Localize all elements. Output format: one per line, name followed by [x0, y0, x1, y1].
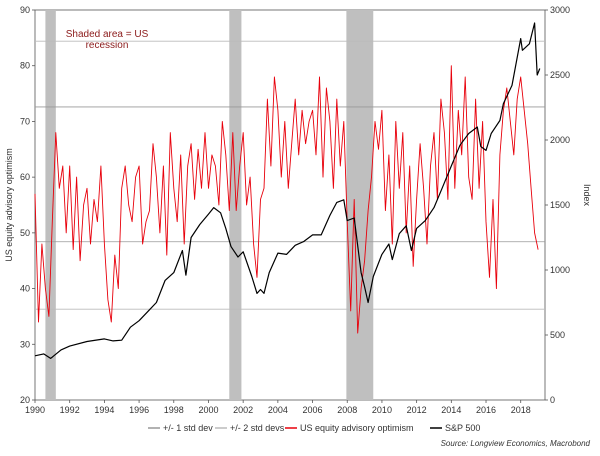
x-tick-label-14: 2018 — [511, 405, 531, 415]
right-axis-title: Index — [582, 184, 592, 207]
y-left-tick-label-4: 60 — [20, 172, 30, 182]
y-right-tick-label-1: 500 — [550, 330, 565, 340]
y-right-tick-label-0: 0 — [550, 395, 555, 405]
x-tick-label-13: 2016 — [476, 405, 496, 415]
x-axis: 1990 1992 1994 1996 1998 2000 2002 2004 2006 2008… — [25, 400, 531, 415]
legend-label-optimism: US equity advisory optimism — [300, 423, 414, 433]
y-left-tick-label-6: 80 — [20, 61, 30, 71]
y-right-tick-label-6: 3000 — [550, 5, 570, 15]
y-right-tick-label-5: 2500 — [550, 70, 570, 80]
annotation-line-2: recession — [86, 40, 129, 51]
annotation-line-1: Shaded area = US — [66, 29, 149, 40]
y-right-tick-label-3: 1500 — [550, 200, 570, 210]
left-axis-title: US equity advisory optimism — [4, 148, 14, 262]
legend-label-std2: +/- 2 std devs — [230, 423, 285, 433]
x-tick-label-10: 2010 — [372, 405, 392, 415]
x-tick-label-6: 2002 — [233, 405, 253, 415]
source-note: Source: Longview Economics, Macrobond — [441, 439, 591, 448]
y-left-tick-label-1: 30 — [20, 339, 30, 349]
y-axis-right: 0 500 1000 1500 2000 2500 3000 — [545, 5, 570, 405]
y-right-tick-label-4: 2000 — [550, 135, 570, 145]
x-tick-label-8: 2006 — [303, 405, 323, 415]
plot-frame — [34, 9, 546, 401]
x-tick-label-0: 1990 — [25, 405, 45, 415]
y-left-tick-label-5: 70 — [20, 116, 30, 126]
x-tick-label-12: 2014 — [441, 405, 461, 415]
y-left-tick-label-2: 40 — [20, 284, 30, 294]
x-tick-label-5: 2000 — [198, 405, 218, 415]
recession-band-2 — [346, 10, 374, 400]
y-left-tick-label-3: 50 — [20, 228, 30, 238]
x-tick-label-11: 2012 — [407, 405, 427, 415]
x-tick-label-7: 2004 — [268, 405, 288, 415]
series-line-sp500 — [34, 22, 541, 359]
recession-band-1 — [229, 10, 242, 400]
recession-band-0 — [45, 10, 56, 400]
y-left-tick-label-0: 20 — [20, 395, 30, 405]
x-tick-label-2: 1994 — [94, 405, 114, 415]
y-axis-left: 20 30 40 50 60 70 80 90 — [20, 5, 35, 405]
legend-label-sp500: S&P 500 — [445, 423, 480, 433]
x-tick-label-1: 1992 — [60, 405, 80, 415]
y-left-tick-label-7: 90 — [20, 5, 30, 15]
legend-label-std1: +/- 1 std dev — [163, 423, 213, 433]
y-right-tick-label-2: 1000 — [550, 265, 570, 275]
legend: +/- 1 std dev +/- 2 std devs US equity a… — [148, 423, 480, 433]
x-tick-label-9: 2008 — [337, 405, 357, 415]
series-lines — [34, 22, 541, 359]
x-tick-label-3: 1996 — [129, 405, 149, 415]
x-tick-label-4: 1998 — [164, 405, 184, 415]
series-line-optimism — [34, 65, 539, 334]
